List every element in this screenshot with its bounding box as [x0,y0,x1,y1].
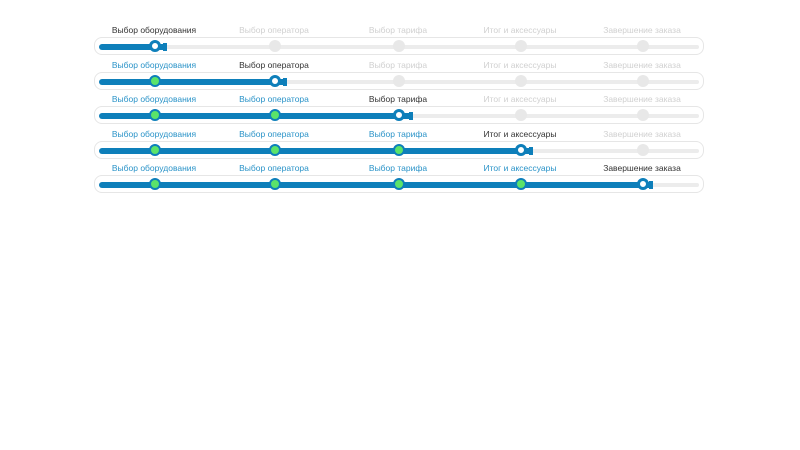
step-pending-marker [393,74,405,87]
step-pending-marker [637,40,649,52]
step-label[interactable]: Выбор оборудования [111,59,197,70]
progress-fill-cap [283,77,287,86]
step-label[interactable]: Выбор оборудования [111,94,197,104]
step-pending-marker [515,40,527,52]
step-label: Выбор оборудования [111,25,197,35]
step-label: Выбор тарифа [368,25,428,35]
step-current-marker [149,40,161,52]
progress-track [94,175,704,193]
progress-fill [99,78,285,85]
step-label: Завершение заказа [603,25,681,35]
step-complete-marker[interactable] [393,178,405,190]
step-label: Выбор оператора [239,25,309,35]
step-labels: Выбор оборудования Выбор оператора Выбор т… [94,93,706,109]
progress-fill-cap [649,181,653,189]
step-label: Завершение заказа [603,59,681,70]
step-label[interactable]: Итог и аксессуары [483,163,557,173]
step-current-marker [269,74,281,87]
step-label: Завершение заказа [603,163,681,173]
step-label: Завершение заказа [603,94,681,104]
progress-track [94,140,704,159]
step-label: Итог и аксессуары [483,59,557,70]
step-label: Выбор тарифа [368,59,428,70]
progress-fill-cap [409,112,413,120]
progress-fill [99,113,411,119]
order-progress-stepper: Выбор оборудования Выбор оператора Выбор т… [94,24,706,64]
step-complete-marker[interactable] [149,109,161,121]
step-label[interactable]: Выбор оператора [239,128,309,139]
step-labels: Выбор оборудования Выбор оператора Выбор т… [94,128,706,144]
step-label[interactable]: Выбор оператора [239,163,309,173]
step-labels: Выбор оборудования Выбор оператора Выбор т… [94,24,706,40]
step-pending-marker [637,143,649,156]
progress-track [94,71,704,90]
step-complete-marker[interactable] [149,74,161,87]
step-label[interactable]: Выбор оператора [239,94,309,104]
step-label[interactable]: Выбор тарифа [368,128,428,139]
step-labels: Выбор оборудования Выбор оператора Выбор т… [94,59,706,75]
progress-track [94,37,704,55]
progress-fill-cap [529,146,533,155]
step-label: Завершение заказа [603,128,681,139]
step-label: Итог и аксессуары [483,25,557,35]
order-progress-stepper: Выбор оборудования Выбор оператора Выбор т… [94,59,706,99]
step-pending-marker [515,109,527,121]
step-pending-marker [393,40,405,52]
step-complete-marker[interactable] [269,109,281,121]
step-pending-marker [515,74,527,87]
step-labels: Выбор оборудования Выбор оператора Выбор т… [94,162,706,178]
step-complete-marker[interactable] [269,143,281,156]
step-complete-marker[interactable] [393,143,405,156]
step-label: Итог и аксессуары [483,128,557,139]
step-label: Выбор оператора [239,59,309,70]
step-current-marker [515,143,527,156]
step-current-marker [393,109,405,121]
step-complete-marker[interactable] [149,143,161,156]
progress-fill [99,182,651,188]
step-pending-marker [637,109,649,121]
step-complete-marker[interactable] [149,178,161,190]
step-label: Выбор тарифа [368,94,428,104]
progress-fill [99,44,165,50]
order-progress-stepper: Выбор оборудования Выбор оператора Выбор т… [94,128,706,168]
progress-fill-cap [163,43,167,51]
order-progress-stepper: Выбор оборудования Выбор оператора Выбор т… [94,93,706,133]
progress-fill [99,147,531,154]
step-pending-marker [637,74,649,87]
step-pending-marker [269,40,281,52]
step-complete-marker[interactable] [515,178,527,190]
step-label: Итог и аксессуары [483,94,557,104]
step-label[interactable]: Выбор тарифа [368,163,428,173]
step-label[interactable]: Выбор оборудования [111,128,197,139]
progress-track [94,106,704,124]
step-label[interactable]: Выбор оборудования [111,163,197,173]
order-progress-stepper: Выбор оборудования Выбор оператора Выбор т… [94,162,706,202]
step-current-marker [637,178,649,190]
step-complete-marker[interactable] [269,178,281,190]
